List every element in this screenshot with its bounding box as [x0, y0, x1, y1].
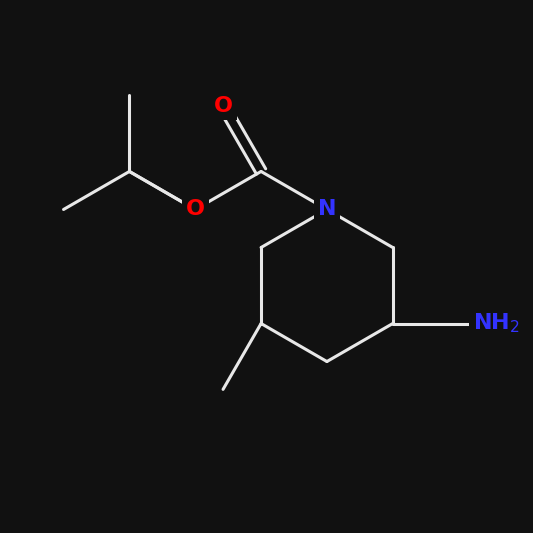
Text: O: O [185, 199, 205, 220]
Text: O: O [214, 95, 232, 116]
Text: NH$_2$: NH$_2$ [473, 312, 520, 335]
Text: N: N [318, 199, 336, 220]
